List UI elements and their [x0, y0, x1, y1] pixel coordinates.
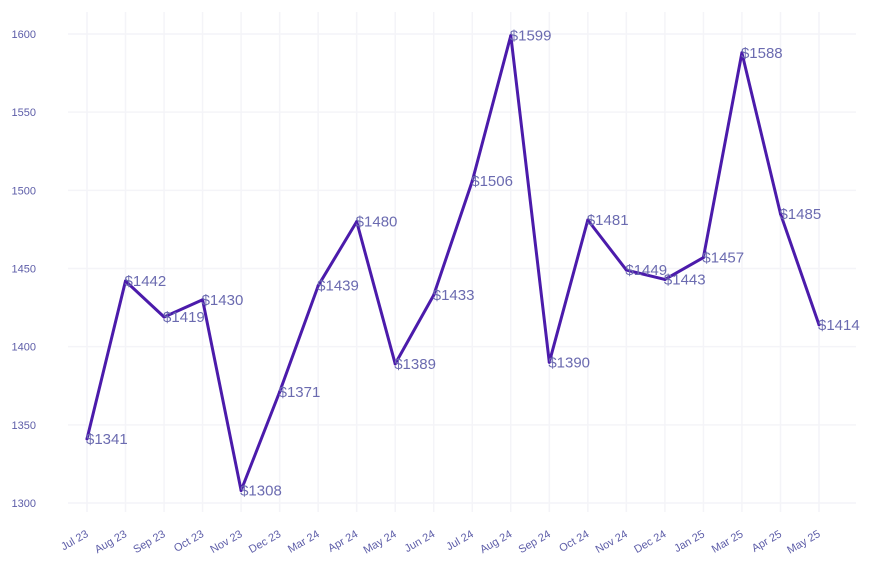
data-point [85, 437, 89, 441]
x-tick-label: Apr 25 [750, 528, 784, 555]
x-tick-label: Mar 24 [286, 528, 322, 556]
data-label: $1419 [163, 309, 205, 326]
data-point [509, 34, 513, 38]
x-tick-label: Aug 23 [93, 528, 129, 556]
data-point [586, 218, 590, 222]
x-tick-label: Sep 24 [517, 528, 553, 556]
data-point [124, 279, 128, 283]
x-tick-label: Sep 23 [131, 528, 167, 556]
x-tick-label: May 25 [785, 528, 822, 556]
data-label: $1308 [240, 482, 282, 499]
x-tick-label: Aug 24 [478, 528, 514, 556]
x-tick-label: Oct 24 [557, 528, 591, 555]
x-tick-label: Dec 24 [632, 528, 668, 556]
y-tick-label: 1500 [12, 185, 36, 197]
data-point [470, 179, 474, 183]
y-tick-label: 1550 [12, 107, 36, 119]
data-label: $1588 [741, 45, 783, 62]
data-label: $1433 [433, 287, 475, 304]
data-label: $1480 [356, 214, 398, 231]
data-label: $1599 [510, 28, 552, 45]
x-tick-label: Nov 24 [594, 528, 630, 556]
data-label: $1481 [587, 212, 629, 229]
y-tick-label: 1350 [12, 420, 36, 432]
y-tick-label: 1400 [12, 342, 36, 354]
data-point [663, 277, 667, 281]
data-point [278, 390, 282, 394]
data-point [701, 256, 705, 260]
data-point [432, 293, 436, 297]
x-tick-label: Jan 25 [672, 528, 707, 555]
data-label: $1390 [548, 354, 590, 371]
data-point [740, 51, 744, 55]
x-tick-label: Jul 24 [444, 528, 475, 553]
grid-lines [68, 12, 856, 512]
data-label: $1430 [202, 292, 244, 309]
data-label: $1414 [818, 317, 860, 334]
y-tick-label: 1450 [12, 264, 36, 276]
data-label: $1506 [471, 173, 513, 190]
x-tick-label: Jun 24 [403, 528, 438, 555]
data-label: $1371 [279, 384, 321, 401]
series-line-layer [85, 34, 821, 492]
data-label: $1443 [664, 271, 706, 288]
data-point [239, 488, 243, 492]
data-label: $1442 [125, 273, 167, 290]
data-point [201, 298, 205, 302]
x-tick-label: Mar 25 [710, 528, 746, 556]
y-tick-label: 1300 [12, 498, 36, 510]
data-label: $1449 [625, 262, 667, 279]
data-labels: $1341 $1442 $1419$1430 $1308 $1371 $1439 $1480… [86, 28, 860, 500]
x-tick-label: Apr 24 [326, 528, 360, 555]
y-tick-label: 1600 [12, 29, 36, 41]
data-point [624, 268, 628, 272]
data-label: $1389 [394, 356, 436, 373]
data-point [778, 212, 782, 216]
data-point [355, 220, 359, 224]
x-tick-label: Oct 23 [172, 528, 206, 555]
x-tick-label: Jul 23 [59, 528, 90, 553]
y-axis-ticks: 1300 1350 1400 1450 1500 1550 1600 [12, 29, 36, 510]
data-label: $1341 [86, 431, 128, 448]
x-axis-ticks: Jul 23 Aug 23 Sep 23 Oct 23 Nov 23 Dec 23 Mar … [59, 528, 822, 556]
series-line [85, 34, 821, 492]
data-label: $1485 [779, 206, 821, 223]
data-label: $1439 [317, 278, 359, 295]
data-label: $1457 [702, 250, 744, 267]
data-point [817, 323, 821, 327]
x-tick-label: Dec 23 [247, 528, 283, 556]
data-point [393, 362, 397, 366]
x-tick-label: Nov 23 [208, 528, 244, 556]
data-point [316, 284, 320, 288]
data-point [547, 360, 551, 364]
x-tick-label: May 24 [361, 528, 398, 556]
data-point [162, 315, 166, 319]
